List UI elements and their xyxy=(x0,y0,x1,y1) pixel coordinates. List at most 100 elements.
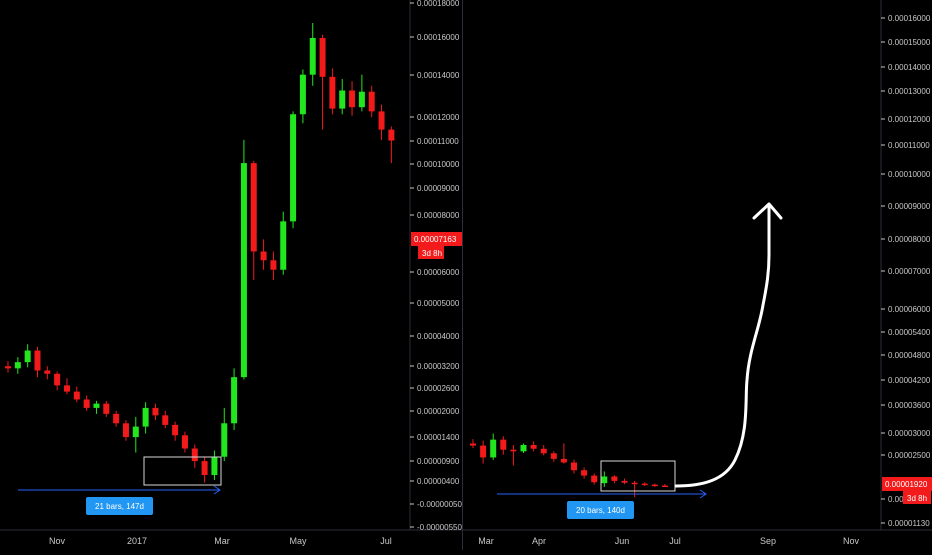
right-candle-body[interactable] xyxy=(520,445,527,452)
left-y-tick-label: 0.00005000 xyxy=(417,299,460,308)
right-candle-body[interactable] xyxy=(540,448,547,454)
right-candle-body[interactable] xyxy=(571,462,577,471)
pane-divider[interactable] xyxy=(462,0,463,550)
left-candle-body[interactable] xyxy=(211,456,218,475)
left-candle-body[interactable] xyxy=(270,260,277,270)
left-y-tick-label: 0.00010000 xyxy=(417,160,460,169)
left-candle-body[interactable] xyxy=(14,362,21,369)
left-candle-body[interactable] xyxy=(358,91,365,108)
left-candle-body[interactable] xyxy=(54,373,61,386)
right-y-tick-label: 0.00006000 xyxy=(888,305,931,314)
right-countdown-tag xyxy=(903,491,931,504)
right-candlestick-chart[interactable]: 0.00016000 0.00015000 0.00014000 0.00013000… xyxy=(463,0,932,550)
left-candle-body[interactable] xyxy=(339,90,346,109)
right-candle-body[interactable] xyxy=(581,470,588,476)
left-y-tick-label: 0.00000400 xyxy=(417,477,460,486)
left-last-price-tag xyxy=(411,232,462,246)
left-candle-body[interactable] xyxy=(103,403,110,414)
left-candle-body[interactable] xyxy=(93,403,100,408)
left-candle-body[interactable] xyxy=(329,76,336,109)
left-y-tick-label: 0.00014000 xyxy=(417,71,460,80)
left-y-tick-label: 0.00016000 xyxy=(417,33,460,42)
left-candle-body[interactable] xyxy=(63,385,70,392)
left-y-tick-label: 0.00006000 xyxy=(417,268,460,277)
left-candle-body[interactable] xyxy=(221,423,228,457)
left-candle-body[interactable] xyxy=(299,74,306,115)
right-countdown-label: 3d 8h xyxy=(907,494,927,503)
left-candle-body[interactable] xyxy=(113,413,120,424)
left-candle-body[interactable] xyxy=(172,424,179,436)
left-candle-body[interactable] xyxy=(250,163,257,252)
left-measure-label-bg xyxy=(86,497,153,515)
right-y-tick-label: 0.00015000 xyxy=(888,38,931,47)
right-consolidation-box[interactable] xyxy=(600,460,676,492)
right-x-tick-label: Nov xyxy=(843,536,860,546)
left-candle-body[interactable] xyxy=(34,350,41,371)
right-y-tick-label: 0.00008000 xyxy=(888,235,931,244)
right-candle-body[interactable] xyxy=(510,449,517,452)
right-candle-body[interactable] xyxy=(641,483,648,486)
left-y-tick-label: 0.00018000 xyxy=(417,0,460,8)
right-y-tick-label: 0.00010000 xyxy=(888,170,931,179)
left-candle-body[interactable] xyxy=(378,111,385,130)
left-y-tick-label: -0.00000050 xyxy=(417,500,462,509)
right-candle-body[interactable] xyxy=(601,476,608,484)
projection-arrowhead xyxy=(752,202,783,220)
right-candle-body[interactable] xyxy=(500,439,507,450)
right-chart-pane[interactable]: 0.00016000 0.00015000 0.00014000 0.00013000… xyxy=(463,0,932,550)
left-candle-body[interactable] xyxy=(388,129,395,141)
right-y-tick-label: 0.00003600 xyxy=(888,401,931,410)
left-chart-pane[interactable]: 0.00018000 0.00016000 0.00014000 0.00012000… xyxy=(0,0,462,550)
right-y-tick-label: 0.00004200 xyxy=(888,376,931,385)
projection-arrow[interactable] xyxy=(674,203,771,488)
right-candle-body[interactable] xyxy=(480,445,487,458)
right-x-tick-label: Apr xyxy=(532,536,546,546)
left-candle-body[interactable] xyxy=(73,391,80,400)
right-candle-body[interactable] xyxy=(560,458,567,463)
right-candle-body[interactable] xyxy=(611,476,618,481)
left-candle-body[interactable] xyxy=(240,163,247,378)
right-y-tick-label: 0.00002500 xyxy=(888,451,931,460)
left-candle-body[interactable] xyxy=(290,114,297,222)
right-candle-body[interactable] xyxy=(530,445,537,449)
left-candle-body[interactable] xyxy=(368,91,375,112)
left-candle-body[interactable] xyxy=(83,399,90,408)
left-candle-body[interactable] xyxy=(44,370,51,374)
left-measure-arrowhead xyxy=(213,485,221,495)
left-candle-body[interactable] xyxy=(181,435,188,449)
left-candle-body[interactable] xyxy=(201,461,208,475)
left-candle-body[interactable] xyxy=(122,423,129,438)
right-last-price-label: 0.00001920 xyxy=(885,480,928,489)
left-candle-body[interactable] xyxy=(142,407,149,427)
right-candle-body[interactable] xyxy=(661,485,668,488)
right-candle-body[interactable] xyxy=(470,443,476,446)
left-measure-label: 21 bars, 147d xyxy=(95,502,144,511)
right-candle-body[interactable] xyxy=(490,439,497,458)
left-candle-body[interactable] xyxy=(152,407,159,416)
right-candle-body[interactable] xyxy=(631,482,638,485)
left-candle-body[interactable] xyxy=(280,221,287,270)
left-candle-body[interactable] xyxy=(319,38,326,77)
left-candle-body[interactable] xyxy=(132,426,139,438)
right-candle-body[interactable] xyxy=(621,480,628,483)
right-candle-body[interactable] xyxy=(550,453,557,459)
right-measure-label: 20 bars, 140d xyxy=(576,506,625,515)
left-countdown-label: 3d 8h xyxy=(422,249,442,258)
left-candle-body[interactable] xyxy=(260,251,267,261)
left-candle-body[interactable] xyxy=(349,90,356,108)
left-consolidation-box[interactable] xyxy=(143,456,222,486)
left-candlestick-chart[interactable]: 0.00018000 0.00016000 0.00014000 0.00012000… xyxy=(0,0,462,550)
right-candle-body[interactable] xyxy=(651,484,658,487)
right-y-tick-label: 0.00004800 xyxy=(888,351,931,360)
right-candle-body[interactable] xyxy=(591,475,598,483)
left-candle-body[interactable] xyxy=(162,415,169,425)
right-y-tick-label: 0.00012000 xyxy=(888,115,931,124)
left-candle-body[interactable] xyxy=(5,366,11,369)
left-candle-body[interactable] xyxy=(24,350,31,363)
left-candle-body[interactable] xyxy=(309,38,316,75)
left-candle-body[interactable] xyxy=(191,448,198,462)
right-y-tick-label: 0.00007000 xyxy=(888,267,931,276)
right-y-tick-label: 0.00016000 xyxy=(888,14,931,23)
left-y-tick-label: 0.00012000 xyxy=(417,113,460,122)
left-candle-body[interactable] xyxy=(231,377,238,424)
